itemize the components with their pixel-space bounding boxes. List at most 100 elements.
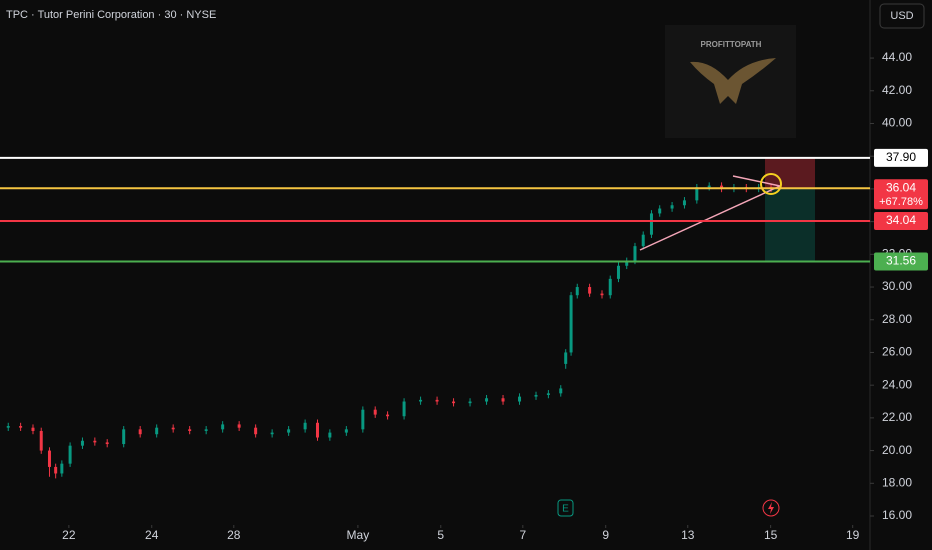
candle-body (204, 429, 208, 431)
highlight-circle (760, 173, 782, 195)
candle-body (419, 399, 423, 402)
watermark-logo: PROFITTOPATH (665, 25, 796, 138)
candle-body (501, 398, 505, 402)
candle-body (588, 287, 592, 294)
y-tick-label: 40.00 (882, 116, 912, 130)
candle-body (303, 422, 307, 430)
target-zone (765, 188, 815, 262)
candle-body (518, 396, 522, 402)
earnings-label[interactable]: E (562, 504, 569, 515)
x-tick-label: 9 (602, 528, 609, 542)
y-tick-label: 26.00 (882, 345, 912, 359)
candle-body (633, 246, 637, 261)
candle-body (155, 427, 159, 435)
trend-line (732, 175, 781, 187)
candle-body (122, 429, 126, 445)
candle-body (188, 429, 192, 431)
currency-label[interactable]: USD (890, 10, 913, 22)
candle-body (373, 409, 377, 415)
watermark-text: PROFITTOPATH (701, 40, 762, 49)
y-tick-label: 42.00 (882, 83, 912, 97)
chart-title: TPC · Tutor Perini Corporation · 30 · NY… (6, 9, 216, 21)
candle-body (138, 429, 142, 435)
candle-body (559, 388, 563, 394)
price-change-label: +67.78% (879, 196, 923, 208)
candle-body (546, 393, 550, 395)
candle-body (682, 200, 686, 206)
y-tick-label: 44.00 (882, 50, 912, 64)
x-tick-label: 19 (846, 528, 860, 542)
candle-body (707, 185, 711, 188)
candle-body (616, 265, 620, 279)
candle-body (569, 295, 573, 353)
price-level-tag (874, 148, 928, 167)
stop-zone (765, 157, 815, 189)
y-tick-label: 22.00 (882, 410, 912, 424)
x-tick-label: 28 (227, 528, 241, 542)
plot (6, 157, 815, 479)
candle-body (564, 352, 568, 364)
candle-body (658, 208, 662, 214)
candle-body (93, 440, 97, 443)
eagle-icon (690, 58, 776, 104)
y-tick-label: 28.00 (882, 312, 912, 326)
candle-body (534, 394, 538, 397)
y-tick-label: 20.00 (882, 443, 912, 457)
candle-body (600, 293, 604, 296)
candle-body (361, 409, 365, 430)
lightning (768, 502, 774, 514)
x-tick-label: May (347, 528, 370, 542)
candle-body (670, 205, 674, 209)
x-tick-label: 5 (437, 528, 444, 542)
candle-body (641, 234, 645, 247)
candle-body (80, 440, 84, 446)
price-level-label: 36.04 (886, 180, 916, 194)
candle-body (54, 466, 58, 474)
candle-body (608, 278, 612, 296)
candle-body (254, 427, 258, 435)
candle-body (270, 432, 274, 435)
candle-body (221, 424, 225, 430)
candle-body (468, 401, 472, 404)
candle-body (695, 187, 699, 201)
candle-body (47, 450, 51, 467)
price-level-tag (874, 211, 928, 230)
x-tick-label: 7 (519, 528, 526, 542)
candle-body (328, 432, 332, 438)
candle-body (315, 422, 319, 438)
candle-body (39, 430, 43, 451)
y-tick-label: 16.00 (882, 508, 912, 522)
candle-body (344, 429, 348, 433)
price-level-label: 31.56 (886, 254, 916, 268)
candle-body (287, 429, 291, 433)
candle-body (19, 426, 23, 428)
event-icons: E (557, 499, 780, 517)
x-tick-label: 13 (681, 528, 695, 542)
earnings-icon[interactable] (557, 499, 574, 517)
price-level-tag (874, 179, 928, 210)
x-tick-label: 15 (764, 528, 778, 542)
candle-body (435, 399, 439, 402)
currency-button[interactable] (879, 3, 925, 29)
candle-body (31, 427, 35, 431)
candle-body (452, 401, 456, 404)
price-level-label: 37.90 (886, 150, 916, 164)
candle-body (402, 401, 406, 417)
candle-body (60, 463, 64, 474)
drawings (0, 156, 870, 263)
candle-body (386, 414, 390, 417)
y-tick-label: 18.00 (882, 475, 912, 489)
price-level-label: 34.04 (886, 213, 916, 227)
candle-body (105, 442, 109, 445)
candle-body (485, 398, 489, 402)
candle-body (237, 424, 241, 428)
y-tick-label: 24.00 (882, 377, 912, 391)
trend-line (639, 185, 781, 251)
x-tick-label: 24 (145, 528, 159, 542)
candle-body (649, 213, 653, 235)
candle-body (6, 426, 10, 428)
y-tick-label: 30.00 (882, 279, 912, 293)
candle-body (625, 260, 629, 266)
